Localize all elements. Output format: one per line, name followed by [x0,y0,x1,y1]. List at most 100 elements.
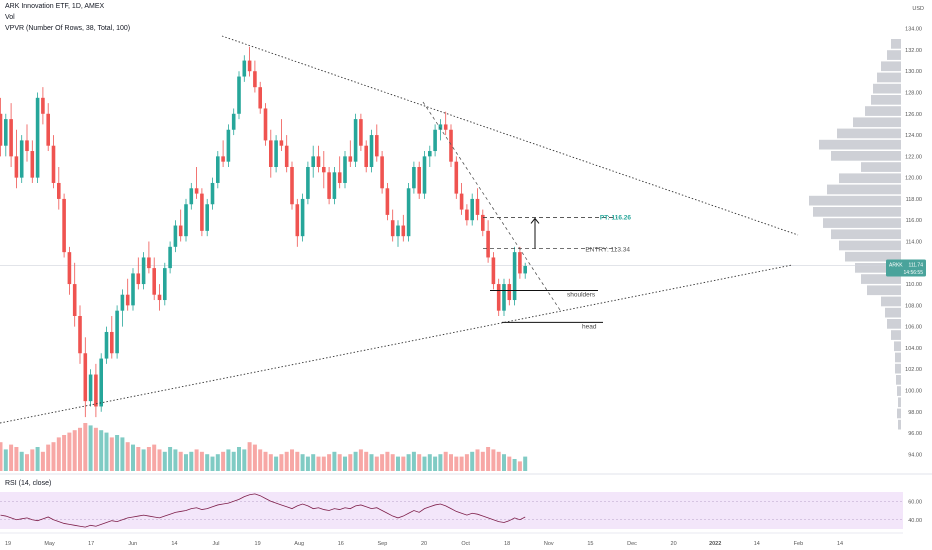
volume-bar [422,456,427,471]
candle-body [120,294,125,311]
candle-body [173,225,178,247]
volume-bar [406,454,411,471]
vpvr-bar [895,363,901,374]
volume-bar [464,454,469,471]
candle-body [168,246,172,269]
volume-bar [205,454,210,471]
volume-bar [417,454,422,471]
time-tick-label: 19 [5,541,11,547]
vpvr-bar [881,61,901,72]
volume-bar [83,423,88,471]
volume-bar [226,449,231,471]
volume-bar [443,451,448,471]
candle-body [295,204,300,237]
candle-body [125,294,130,306]
vpvr-indicator-label: VPVR (Number Of Rows, 38, Total, 100) [5,25,131,32]
candle-body [57,182,61,199]
candle-body [99,358,103,407]
target-arrow-head [530,217,540,224]
candle-body [438,124,443,130]
vpvr-bar [837,128,901,139]
candle-body [200,193,204,231]
volume-bar [411,451,416,471]
candle-body [274,140,278,167]
shoulders-label: shoulders [567,291,596,298]
time-tick-label: 19 [255,541,261,547]
price-tick-label: 132.00 [905,48,922,54]
time-tick-label: 14 [837,541,843,547]
volume-bar [221,451,226,471]
volume-bar [56,437,61,471]
candle-body [385,188,390,215]
time-tick-label: Nov [544,541,554,547]
time-tick-label: 18 [504,541,510,547]
candle-body [332,172,337,199]
volume-bar [162,451,167,471]
price-tick-label: 128.00 [905,91,922,97]
volume-bar [502,454,506,471]
volume-bar [517,461,522,471]
candle-body [253,71,257,88]
time-tick-label: 17 [88,541,94,547]
price-tick-label: 110.00 [906,282,922,288]
price-tick-label: 108.00 [905,303,922,309]
candle-body [496,284,501,311]
volume-bar [93,427,98,471]
candle-body [189,188,194,205]
volume-bar [0,442,3,471]
candle-body [401,225,406,237]
time-tick-label: 2022 [709,541,721,547]
volume-bar [242,449,247,471]
volume-bar [385,451,390,471]
candle-body [380,156,384,189]
candle-body [88,374,93,402]
volume-bar [173,449,178,471]
volume-bar [146,447,151,471]
volume-bar [523,456,528,471]
candle-body [512,252,517,301]
vpvr-bar [861,274,901,284]
candle-body [78,316,82,354]
lower-trendline [0,264,793,424]
vpvr-bar [839,240,901,251]
price-tick-label: 130.00 [905,69,922,75]
candle-body [163,268,167,301]
price-tick-label: 106.00 [905,325,922,331]
candle-body [396,225,400,237]
volume-bar [14,447,19,471]
vpvr-bar [823,218,901,228]
candle-body [502,284,506,311]
candle-body [364,145,368,167]
volume-bar [184,454,188,471]
volume-bar [210,456,215,471]
volume-bar [316,456,321,471]
vpvr-bar [871,95,901,105]
time-tick-label: May [44,541,55,547]
vpvr-bar [853,117,901,128]
candle-body [507,284,512,301]
candle-body [491,257,496,285]
candle-body [210,182,215,205]
vpvr-bar [898,397,901,408]
head-label: head [582,323,597,330]
volume-bar [449,454,453,471]
volume-bar [88,425,93,471]
candle-body [152,268,156,295]
volume-bar [305,456,310,471]
candle-body [51,145,56,183]
volume-bar [247,442,252,471]
candle-body [104,331,109,359]
volume-bar [374,456,379,471]
price-tick-label: 104.00 [905,346,922,352]
rsi-indicator-label: RSI (14, close) [5,480,52,487]
candle-body [470,198,474,221]
volume-bar [480,451,485,471]
candle-body [46,113,50,146]
volume-bar [120,437,125,471]
candle-body [311,156,315,167]
candle-body [242,60,247,77]
rsi-tick-label: 40.00 [908,518,922,524]
time-tick-label: 15 [587,541,593,547]
